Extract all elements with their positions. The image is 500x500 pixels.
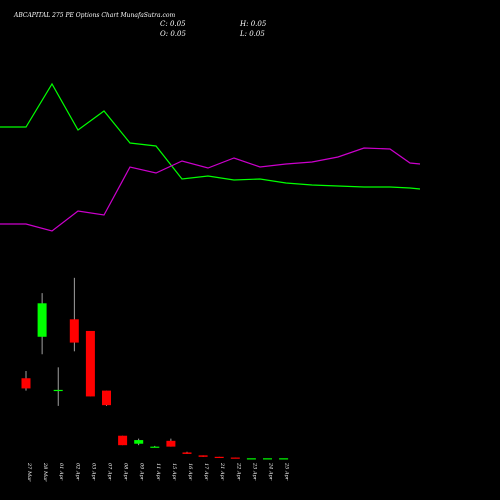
overlay-line-2 bbox=[0, 147, 421, 232]
x-tick-label: 22 Apr bbox=[235, 462, 241, 481]
x-tick-label: 28 Mar bbox=[42, 462, 48, 482]
candle-24-apr bbox=[263, 458, 272, 460]
candle-body bbox=[85, 330, 95, 397]
candle-body bbox=[21, 378, 31, 389]
x-tick-label: 17 Apr bbox=[203, 463, 209, 481]
x-tick-label: 01 Apr bbox=[58, 463, 64, 481]
x-tick-label: 21 Apr bbox=[219, 462, 225, 481]
candle-08-apr bbox=[118, 435, 128, 446]
overlay-line-1 bbox=[0, 82, 421, 190]
x-tick-label: 15 Apr bbox=[171, 463, 177, 481]
x-tick-label: 09 Apr bbox=[139, 463, 145, 481]
x-tick-label: 02 Apr bbox=[74, 463, 80, 481]
candle-body bbox=[246, 458, 256, 460]
candle-body bbox=[150, 446, 160, 448]
candle-body bbox=[69, 319, 79, 343]
candle-body bbox=[102, 390, 111, 406]
candle-23-apr bbox=[246, 458, 256, 460]
candles bbox=[21, 277, 289, 460]
candle-16-apr bbox=[182, 451, 192, 454]
candle-09-apr bbox=[134, 438, 144, 446]
candle-25-apr bbox=[279, 458, 289, 460]
candle-body bbox=[166, 440, 176, 447]
candle-22-apr bbox=[230, 457, 240, 459]
chart-title: ABCAPITAL 275 PE Options Chart MunafaSut… bbox=[13, 12, 175, 19]
x-tick-label: 11 Apr bbox=[155, 463, 161, 481]
x-tick-label: 27 Mar bbox=[26, 462, 32, 482]
candle-02-apr bbox=[69, 277, 79, 352]
x-tick-label: 07 Apr bbox=[107, 463, 113, 481]
x-axis-ticks: 27 Mar 28 Mar 01 Apr 02 Apr 03 Apr 07 Apr 08 A… bbox=[26, 462, 290, 482]
x-tick-label: 23 Apr bbox=[251, 462, 257, 481]
candle-body bbox=[182, 452, 192, 454]
candle-body bbox=[198, 455, 208, 457]
candle-11-apr bbox=[150, 445, 160, 448]
candle-body bbox=[279, 458, 289, 460]
x-tick-label: 24 Apr bbox=[268, 462, 274, 481]
candle-body bbox=[134, 440, 144, 444]
ohlc-open: O: 0.05 bbox=[160, 30, 186, 38]
candle-body bbox=[263, 458, 272, 460]
overlay-lines bbox=[0, 82, 421, 232]
candle-body bbox=[230, 457, 240, 459]
ohlc-low: L: 0.05 bbox=[239, 30, 265, 38]
candle-03-apr bbox=[85, 330, 95, 397]
candle-27-mar bbox=[21, 370, 31, 391]
x-tick-label: 03 Apr bbox=[90, 463, 96, 481]
x-tick-label: 08 Apr bbox=[123, 463, 129, 481]
ohlc-high: H: 0.05 bbox=[239, 20, 267, 28]
candle-body bbox=[37, 303, 47, 337]
x-tick-label: 16 Apr bbox=[187, 463, 193, 481]
x-tick-label: 25 Apr bbox=[284, 462, 290, 481]
candle-15-apr bbox=[166, 438, 176, 447]
candle-body bbox=[214, 456, 224, 459]
candle-body bbox=[53, 389, 63, 392]
candle-body bbox=[118, 435, 128, 446]
candle-07-apr bbox=[102, 390, 111, 406]
candle-21-apr bbox=[214, 456, 224, 459]
candle-17-apr bbox=[198, 455, 208, 457]
candle-28-mar bbox=[37, 293, 47, 355]
ohlc-close: C: 0.05 bbox=[160, 20, 186, 28]
candle-01-apr bbox=[53, 367, 63, 406]
